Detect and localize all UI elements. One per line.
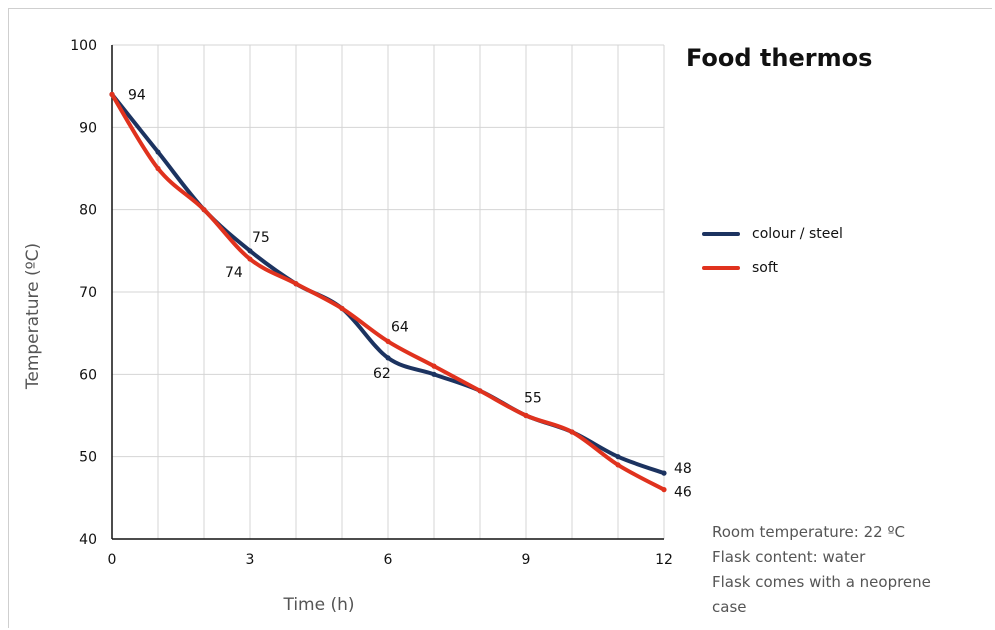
y-tick-label-40: 40 [79,532,97,548]
legend-swatch-soft [702,263,740,273]
x-tick-label-6: 6 [384,552,393,568]
data-labels: 94 75 74 64 62 55 48 46 [128,87,692,500]
axes [111,45,664,540]
data-point-soft-7 [431,363,437,369]
data-label-64: 64 [391,319,409,335]
data-point-soft-12 [661,487,667,493]
data-point-soft-6 [385,338,391,344]
data-point-soft-2 [201,207,207,213]
data-point-soft-3 [247,256,253,262]
x-tick-label-0: 0 [108,552,117,568]
data-label-94: 94 [128,87,146,103]
data-point-colour-steel-11 [615,454,621,460]
y-tick-label-80: 80 [79,203,97,219]
legend-label-soft: soft [752,260,779,276]
data-point-colour-steel-12 [661,470,667,476]
legend-label-colour-steel: colour / steel [752,226,843,242]
y-axis-label: Temperature (ºC) [23,243,43,390]
data-point-colour-steel-1 [155,149,161,155]
grid-lines [112,44,665,539]
data-point-colour-steel-7 [431,371,437,377]
x-tick-label-3: 3 [246,552,255,568]
tick-labels: 40 50 60 70 80 90 100 0 3 6 9 12 [70,38,673,568]
data-label-74: 74 [225,265,243,281]
chart-notes: Room temperature: 22 ºC Flask content: w… [712,520,982,620]
y-tick-label-70: 70 [79,285,97,301]
data-label-46: 46 [674,485,692,501]
data-point-soft-9 [523,412,529,419]
data-label-48: 48 [674,461,692,477]
data-point-soft-1 [155,165,161,172]
data-point-soft-8 [477,388,483,394]
data-point-soft-5 [339,305,345,312]
note-flask-content: Flask content: water [712,548,866,566]
y-tick-label-50: 50 [79,450,97,466]
y-tick-label-60: 60 [79,367,97,383]
series-lines [109,91,667,493]
y-tick-label-90: 90 [79,120,97,136]
data-point-soft-11 [615,462,621,468]
chart-title: Food thermos [686,44,873,72]
data-label-75: 75 [252,230,270,246]
note-room-temperature: Room temperature: 22 ºC [712,523,905,541]
y-tick-label-100: 100 [70,38,97,54]
x-tick-label-9: 9 [522,552,531,568]
x-tick-label-12: 12 [655,552,673,568]
data-point-soft-10 [569,429,575,435]
data-label-62: 62 [373,366,391,382]
chart-frame [8,8,992,628]
data-point-soft-4 [293,281,299,287]
data-point-colour-steel-6 [385,355,391,361]
note-neoprene-case: Flask comes with a neoprene [712,573,931,591]
data-label-55: 55 [524,391,542,407]
data-point-colour-steel-3 [247,248,253,254]
data-point-soft-0 [109,91,115,97]
x-axis-label: Time (h) [282,595,354,615]
note-neoprene-case-cont: case [712,598,747,616]
legend-swatch-colour-steel [702,229,740,239]
